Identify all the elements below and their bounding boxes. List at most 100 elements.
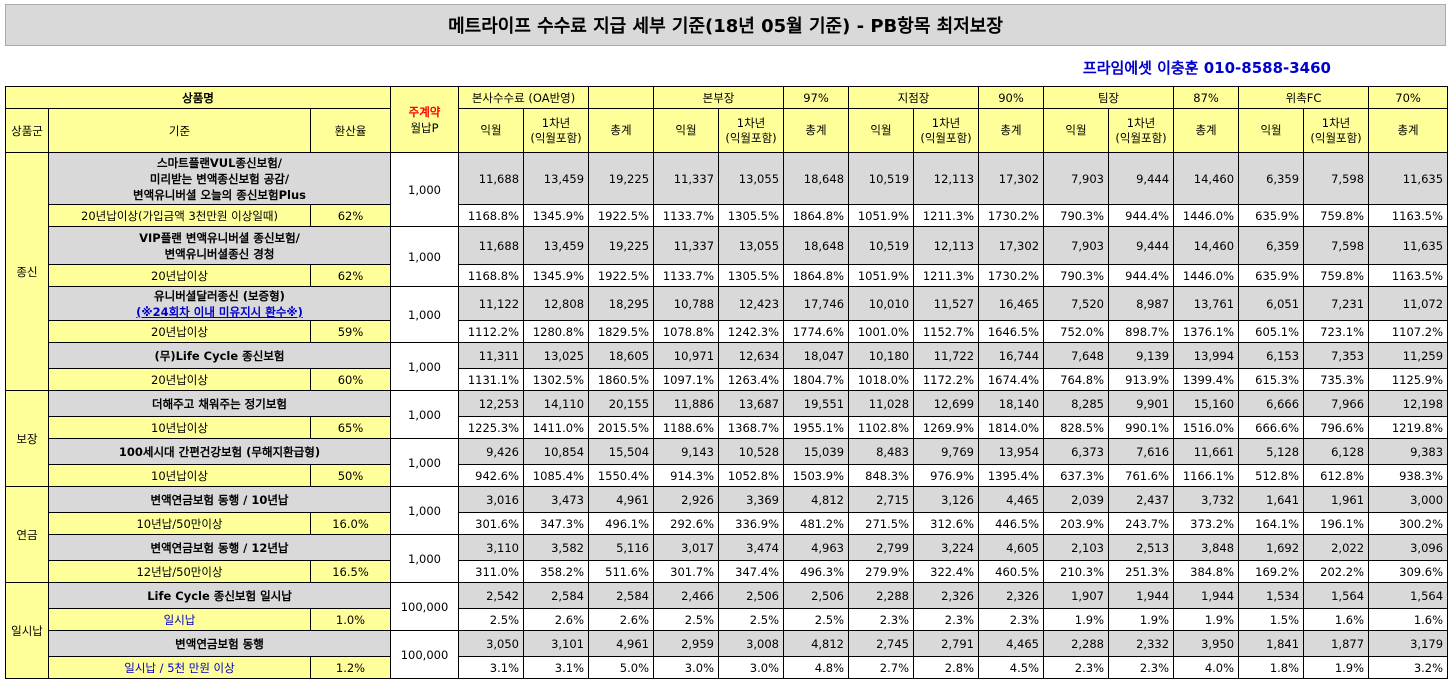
commission-value: 4,961 (588, 630, 655, 657)
commission-pct: 210.3% (1043, 560, 1110, 583)
product-row: VIP플랜 변액유니버셜 종신보험/변액유니버셜종신 경청 1,000 11,688… (6, 226, 1449, 287)
commission-value: 9,769 (913, 438, 980, 465)
product-name: Life Cycle 종신보험 일시납 (47, 582, 392, 609)
commission-pct: 347.3% (523, 512, 590, 535)
commission-pct: 1263.4% (718, 368, 785, 391)
commission-value: 2,288 (848, 582, 915, 609)
commission-value: 17,302 (978, 152, 1045, 205)
monthly-premium: 1,000 (390, 342, 460, 391)
header-sub-0-1: 1차년 (익월포함) (523, 108, 590, 153)
commission-value: 8,987 (1108, 286, 1175, 321)
header-sub-4-0: 익월 (1238, 108, 1305, 153)
monthly-premium: 100,000 (390, 582, 460, 631)
commission-pct: 1125.9% (1368, 368, 1449, 391)
commission-pct: 301.6% (458, 512, 525, 535)
commission-value: 2,926 (653, 486, 720, 513)
product-criteria: 20년납이상 (48, 320, 311, 343)
commission-pct: 512.8% (1238, 464, 1305, 487)
commission-pct: 1395.4% (978, 464, 1045, 487)
monthly-premium: 1,000 (390, 152, 460, 227)
commission-value: 16,744 (978, 342, 1045, 369)
product-pct-row: 20년납이상 62% 1168.8% 1345.9% 1922.5% 1133.7% 130… (6, 264, 1449, 287)
product-rate: 16.0% (309, 512, 392, 535)
product-pct-row: 일시납 1.0% 2.5% 2.6% 2.6% 2.5% 2.5% 2.5% 2.3% 2.3% 2… (6, 608, 1449, 631)
commission-pct: 1646.5% (978, 320, 1045, 343)
product-name: VIP플랜 변액유니버셜 종신보험/변액유니버셜종신 경청 (47, 226, 392, 265)
commission-pct: 301.7% (653, 560, 720, 583)
commission-pct: 1242.3% (718, 320, 785, 343)
commission-pct: 312.6% (913, 512, 980, 535)
commission-pct: 1804.7% (783, 368, 850, 391)
commission-pct: 1814.0% (978, 416, 1045, 439)
commission-value: 13,687 (718, 390, 785, 417)
commission-pct: 1345.9% (523, 204, 590, 227)
commission-pct: 1166.1% (1173, 464, 1240, 487)
commission-pct: 796.6% (1303, 416, 1370, 439)
commission-pct: 1168.8% (458, 264, 525, 287)
commission-pct: 761.6% (1108, 464, 1175, 487)
product-pct-row: 20년납이상(가입금액 3천만원 이상일때) 62% 1168.8% 1345.9% 1… (6, 204, 1449, 227)
commission-value: 2,799 (848, 534, 915, 561)
commission-pct: 196.1% (1303, 512, 1370, 535)
commission-value: 18,605 (588, 342, 655, 369)
commission-pct: 2.8% (913, 656, 980, 679)
commission-pct: 913.9% (1108, 368, 1175, 391)
commission-pct: 203.9% (1043, 512, 1110, 535)
commission-pct: 496.3% (783, 560, 850, 583)
commission-value: 1,641 (1238, 486, 1305, 513)
commission-value: 3,050 (458, 630, 525, 657)
commission-value: 3,179 (1368, 630, 1449, 657)
commission-pct: 2.5% (458, 608, 525, 631)
commission-value: 13,055 (718, 226, 785, 265)
product-criteria: 20년납이상 (48, 368, 311, 391)
product-row: 변액연금보험 동행 / 12년납 1,000 3,110 3,582 5,116 3,01… (6, 534, 1449, 583)
commission-value: 11,661 (1173, 438, 1240, 465)
commission-pct: 1411.0% (523, 416, 590, 439)
commission-value: 2,715 (848, 486, 915, 513)
commission-pct: 1211.3% (913, 204, 980, 227)
commission-pct: 1051.9% (848, 204, 915, 227)
commission-value: 9,143 (653, 438, 720, 465)
commission-value: 1,564 (1368, 582, 1449, 609)
product-criteria: 20년납이상 (48, 264, 311, 287)
header-section-1: 본부장 (653, 86, 785, 109)
commission-pct: 496.1% (588, 512, 655, 535)
header-rate: 환산율 (309, 108, 392, 153)
commission-pct: 1774.6% (783, 320, 850, 343)
commission-value: 19,551 (783, 390, 850, 417)
commission-pct: 1131.1% (458, 368, 525, 391)
product-row: 유니버셜달러종신 (보증형) (※24회차 이내 미유지시 환수※) 1,000 11… (6, 286, 1449, 343)
commission-value: 2,326 (913, 582, 980, 609)
commission-pct: 279.9% (848, 560, 915, 583)
commission-pct: 1172.2% (913, 368, 980, 391)
commission-value: 3,126 (913, 486, 980, 513)
commission-value: 19,225 (588, 226, 655, 265)
commission-pct: 637.3% (1043, 464, 1110, 487)
product-rate: 1.0% (309, 608, 392, 631)
commission-pct: 735.3% (1303, 368, 1370, 391)
commission-value: 3,950 (1173, 630, 1240, 657)
commission-pct: 1052.8% (718, 464, 785, 487)
commission-pct: 3.1% (523, 656, 590, 679)
commission-value: 4,961 (588, 486, 655, 513)
monthly-premium: 100,000 (390, 630, 460, 679)
commission-value: 1,877 (1303, 630, 1370, 657)
commission-value: 17,746 (783, 286, 850, 321)
commission-value: 2,039 (1043, 486, 1110, 513)
commission-pct: 828.5% (1043, 416, 1110, 439)
commission-pct: 1.6% (1368, 608, 1449, 631)
commission-pct: 2.3% (848, 608, 915, 631)
commission-pct: 1.9% (1303, 656, 1370, 679)
commission-pct: 1188.6% (653, 416, 720, 439)
header-main-contract-label: 주계약 (408, 104, 441, 119)
commission-pct: 1133.7% (653, 264, 720, 287)
commission-value: 4,465 (978, 486, 1045, 513)
commission-table: 상품명 주계약 월납P 본사수수료 (OA반영) 본부장 97% 지점장 90% 팀장 87% 위촉… (4, 86, 1449, 679)
commission-pct: 1.6% (1303, 608, 1370, 631)
commission-pct: 2.3% (978, 608, 1045, 631)
header-main-contract: 주계약 월납P (390, 86, 460, 153)
commission-pct: 446.5% (978, 512, 1045, 535)
commission-pct: 944.4% (1108, 264, 1175, 287)
commission-value: 10,519 (848, 226, 915, 265)
commission-value: 3,101 (523, 630, 590, 657)
